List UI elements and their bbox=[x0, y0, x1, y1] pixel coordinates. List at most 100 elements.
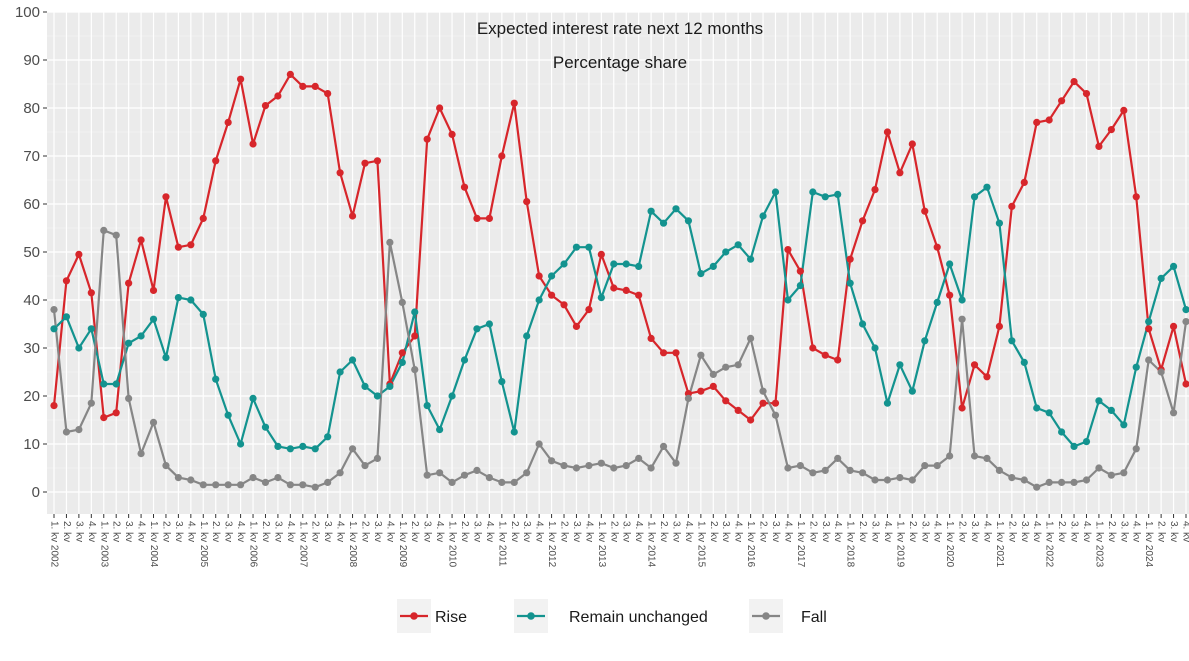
data-point-fall bbox=[448, 478, 456, 486]
data-point-fall bbox=[946, 452, 954, 460]
data-point-rise bbox=[858, 217, 867, 225]
data-point-remain-unchanged bbox=[187, 296, 195, 304]
x-tick-label: 4. kv bbox=[86, 521, 97, 542]
x-tick-label: 4. kv bbox=[136, 521, 147, 542]
data-point-remain-unchanged bbox=[659, 219, 668, 227]
data-point-fall bbox=[373, 454, 382, 462]
data-point-fall bbox=[597, 459, 605, 467]
data-point-rise bbox=[610, 284, 618, 292]
x-tick-label: 3. kv bbox=[720, 521, 731, 542]
data-point-remain-unchanged bbox=[448, 392, 456, 400]
data-point-remain-unchanged bbox=[523, 332, 531, 340]
data-point-fall bbox=[411, 366, 419, 374]
data-point-rise bbox=[187, 241, 195, 249]
x-tick-label: 4. kv bbox=[185, 521, 196, 542]
data-point-rise bbox=[622, 286, 630, 294]
data-point-fall bbox=[1008, 474, 1016, 482]
data-point-rise bbox=[883, 128, 892, 136]
data-point-remain-unchanged bbox=[995, 219, 1004, 227]
data-point-remain-unchanged bbox=[946, 260, 954, 268]
data-point-remain-unchanged bbox=[1107, 406, 1115, 414]
data-point-fall bbox=[274, 474, 282, 482]
x-tick-label: 4. kv bbox=[534, 521, 545, 542]
data-point-rise bbox=[747, 416, 755, 424]
data-point-rise bbox=[958, 404, 966, 412]
data-point-fall bbox=[436, 469, 444, 477]
x-tick-label: 3. kv bbox=[571, 521, 582, 542]
data-point-remain-unchanged bbox=[473, 325, 481, 333]
data-point-rise bbox=[970, 361, 979, 369]
data-point-remain-unchanged bbox=[821, 193, 829, 201]
x-tick-label: 3. kv bbox=[1069, 521, 1080, 542]
data-point-remain-unchanged bbox=[921, 337, 929, 345]
data-point-fall bbox=[1058, 478, 1066, 486]
x-tick-label: 4. kv bbox=[683, 521, 694, 542]
data-point-fall bbox=[709, 370, 717, 378]
data-point-remain-unchanged bbox=[547, 272, 556, 280]
data-point-remain-unchanged bbox=[62, 313, 71, 321]
x-tick-label: 4. kv bbox=[384, 521, 395, 542]
data-point-fall bbox=[1020, 476, 1028, 484]
x-tick-label: 3. kv bbox=[1019, 521, 1030, 542]
data-point-rise bbox=[1033, 118, 1041, 126]
x-tick-label: 1. kv 2007 bbox=[297, 521, 308, 568]
data-point-remain-unchanged bbox=[796, 282, 804, 290]
x-tick-label: 2. kv bbox=[260, 521, 271, 542]
data-point-remain-unchanged bbox=[75, 344, 83, 352]
data-point-remain-unchanged bbox=[883, 399, 892, 407]
data-point-remain-unchanged bbox=[1120, 421, 1128, 429]
data-point-rise bbox=[1008, 202, 1016, 210]
x-tick-label: 4. kv bbox=[733, 521, 744, 542]
data-point-remain-unchanged bbox=[423, 402, 431, 410]
data-point-fall bbox=[1082, 476, 1091, 484]
legend-key-point bbox=[410, 612, 418, 620]
data-point-rise bbox=[809, 344, 817, 352]
data-point-rise bbox=[734, 406, 742, 414]
data-point-fall bbox=[1070, 478, 1078, 486]
data-point-rise bbox=[995, 322, 1004, 330]
data-point-fall bbox=[336, 469, 344, 477]
x-tick-label: 3. kv bbox=[422, 521, 433, 542]
data-point-fall bbox=[498, 478, 506, 486]
x-tick-label: 2. kv bbox=[807, 521, 818, 542]
data-point-fall bbox=[62, 428, 71, 436]
data-point-rise bbox=[311, 82, 319, 90]
data-point-remain-unchanged bbox=[809, 188, 817, 196]
data-point-remain-unchanged bbox=[224, 411, 232, 419]
data-point-remain-unchanged bbox=[311, 445, 319, 453]
data-point-fall bbox=[348, 445, 357, 453]
data-point-fall bbox=[1145, 356, 1153, 364]
data-point-remain-unchanged bbox=[635, 262, 643, 270]
data-point-rise bbox=[1107, 126, 1115, 134]
chart-title: Expected interest rate next 12 months bbox=[477, 19, 763, 38]
data-point-remain-unchanged bbox=[137, 332, 145, 340]
data-point-remain-unchanged bbox=[784, 296, 792, 304]
x-tick-label: 1. kv 2009 bbox=[397, 521, 408, 568]
data-point-fall bbox=[672, 459, 680, 467]
data-point-fall bbox=[697, 351, 705, 359]
data-point-rise bbox=[1058, 97, 1066, 105]
data-point-remain-unchanged bbox=[610, 260, 618, 268]
data-point-remain-unchanged bbox=[1157, 274, 1165, 282]
data-point-fall bbox=[174, 474, 182, 482]
data-point-remain-unchanged bbox=[1095, 397, 1103, 405]
x-tick-label: 1. kv 2016 bbox=[745, 521, 756, 568]
data-point-fall bbox=[473, 466, 481, 474]
y-tick-label: 30 bbox=[23, 340, 40, 357]
legend-item-rise: Rise bbox=[397, 599, 467, 633]
data-point-rise bbox=[485, 214, 493, 222]
data-point-fall bbox=[523, 469, 531, 477]
data-point-rise bbox=[336, 169, 344, 177]
x-tick-label: 4. kv bbox=[1131, 521, 1142, 542]
x-tick-label: 2. kv bbox=[359, 521, 370, 542]
data-point-fall bbox=[896, 474, 904, 482]
x-tick-label: 1. kv 2023 bbox=[1093, 521, 1104, 568]
data-point-remain-unchanged bbox=[411, 308, 419, 316]
data-point-fall bbox=[510, 478, 518, 486]
data-point-fall bbox=[1045, 478, 1053, 486]
data-point-rise bbox=[199, 214, 207, 222]
data-point-remain-unchanged bbox=[1045, 409, 1053, 417]
data-point-fall bbox=[585, 462, 593, 470]
data-point-fall bbox=[149, 418, 158, 426]
